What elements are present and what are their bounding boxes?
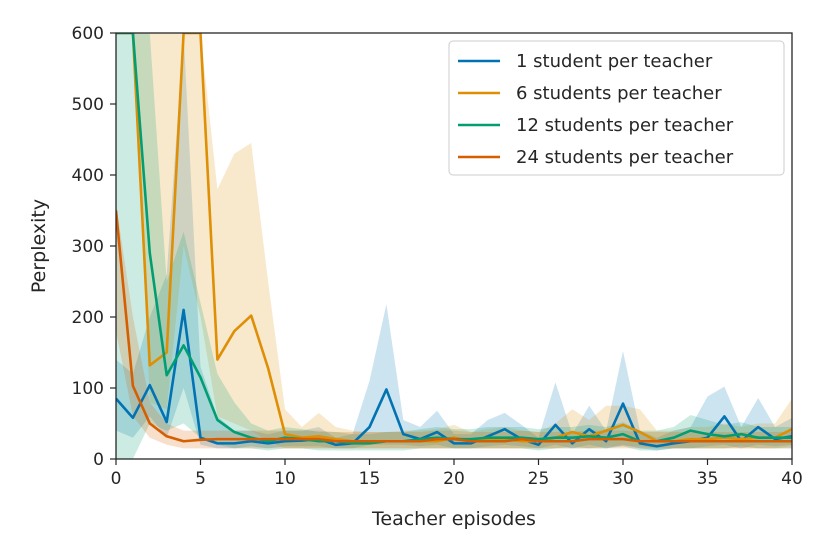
series-lines <box>116 33 792 448</box>
band-series-1 <box>116 33 792 451</box>
legend-label: 12 students per teacher <box>516 115 734 136</box>
line-series-24 <box>116 210 792 443</box>
x-tick-label: 35 <box>697 469 719 489</box>
legend-label: 1 student per teacher <box>516 51 713 72</box>
x-tick-label: 10 <box>274 469 296 489</box>
legend: 1 student per teacher 6 students per teac… <box>448 40 785 176</box>
x-tick-label: 0 <box>111 469 122 489</box>
x-tick-label: 20 <box>443 469 465 489</box>
y-axis-ticks: 0 100 200 300 400 500 600 <box>72 24 116 470</box>
y-tick-label: 100 <box>72 379 104 399</box>
x-tick-label: 5 <box>195 469 206 489</box>
y-tick-label: 500 <box>72 95 104 115</box>
y-tick-label: 400 <box>72 166 104 186</box>
x-tick-label: 40 <box>781 469 803 489</box>
x-tick-label: 15 <box>359 469 381 489</box>
legend-label: 24 students per teacher <box>516 147 734 168</box>
y-tick-label: 300 <box>72 237 104 257</box>
legend-box <box>448 40 785 176</box>
y-tick-label: 200 <box>72 308 104 328</box>
line-series-1 <box>116 308 792 448</box>
legend-label: 6 students per teacher <box>516 83 722 104</box>
x-axis-ticks: 0 5 10 15 20 25 30 35 40 <box>111 459 803 489</box>
x-tick-label: 30 <box>612 469 634 489</box>
y-tick-label: 600 <box>72 24 104 44</box>
y-axis-label: Perplexity <box>28 199 50 293</box>
x-axis-label: Teacher episodes <box>371 508 536 530</box>
y-tick-label: 0 <box>93 450 104 470</box>
x-tick-label: 25 <box>528 469 550 489</box>
confidence-bands <box>116 33 792 459</box>
band-series-12 <box>116 33 792 459</box>
band-series-6 <box>116 33 792 449</box>
